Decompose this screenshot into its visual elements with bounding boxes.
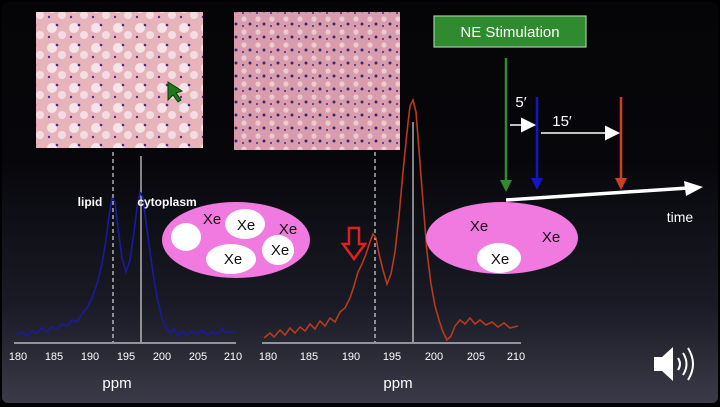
right-bubble — [477, 243, 521, 273]
right-tick-label: 205 — [467, 351, 485, 363]
left-axis-label: ppm — [102, 375, 131, 392]
left-spectrum — [15, 189, 235, 338]
ne-stimulation-box — [433, 15, 587, 48]
time-axis-arrowhead — [684, 181, 703, 196]
right-tick-label: 200 — [425, 351, 443, 363]
left-xe-label: Xe — [237, 217, 255, 234]
audio-button[interactable] — [650, 342, 700, 386]
lipid-label: lipid — [78, 195, 103, 209]
time-label: time — [667, 209, 694, 225]
left-tick-label: 190 — [81, 351, 99, 363]
right-axis-label: ppm — [383, 375, 412, 392]
right-tick-label: 195 — [383, 351, 401, 363]
left-xe-label: Xe — [279, 221, 297, 238]
cursor-icon — [167, 81, 184, 103]
ne-stimulation-label: NE Stimulation — [460, 24, 559, 41]
right-spectrum — [263, 97, 519, 342]
histology-image-right — [234, 12, 400, 150]
histology-image-left — [36, 12, 203, 148]
left-tick-label: 210 — [224, 351, 242, 363]
right-xe-label: Xe — [542, 229, 560, 246]
right-tick-label: 190 — [342, 351, 360, 363]
blue-arrowhead — [531, 178, 543, 190]
right-xe-label: Xe — [470, 218, 488, 235]
left-bubble-4 — [262, 235, 294, 265]
time-axis — [505, 186, 689, 202]
cytoplasm-label: cytoplasm — [137, 195, 196, 209]
slide-canvas: NE Stimulation 5′ 15′ time lipid cytopla… — [9, 12, 703, 392]
left-tick-label: 205 — [189, 351, 207, 363]
right-xe-label: Xe — [491, 251, 509, 268]
interval-15-label: 15′ — [552, 113, 572, 130]
left-tick-label: 180 — [9, 351, 27, 363]
right-tick-label: 180 — [259, 351, 277, 363]
green-arrowhead — [500, 180, 512, 192]
right-cell-ellipse — [426, 202, 578, 274]
speaker-icon — [654, 347, 694, 381]
red-arrowhead — [615, 178, 627, 190]
right-tick-label: 210 — [507, 351, 525, 363]
left-tick-label: 195 — [117, 351, 135, 363]
left-bubble-2 — [225, 209, 265, 239]
right-tick-label: 185 — [300, 351, 318, 363]
left-tick-label: 200 — [153, 351, 171, 363]
red-down-arrow-icon — [340, 226, 368, 262]
slide: NE Stimulation 5′ 15′ time lipid cytopla… — [2, 2, 718, 403]
left-xe-label: Xe — [271, 242, 289, 259]
left-bubble-1 — [171, 223, 201, 251]
interval-5-label: 5′ — [515, 94, 526, 111]
left-bubble-3 — [206, 244, 256, 274]
left-xe-label: Xe — [224, 251, 242, 268]
left-tick-label: 185 — [45, 351, 63, 363]
left-xe-label: Xe — [203, 211, 221, 228]
